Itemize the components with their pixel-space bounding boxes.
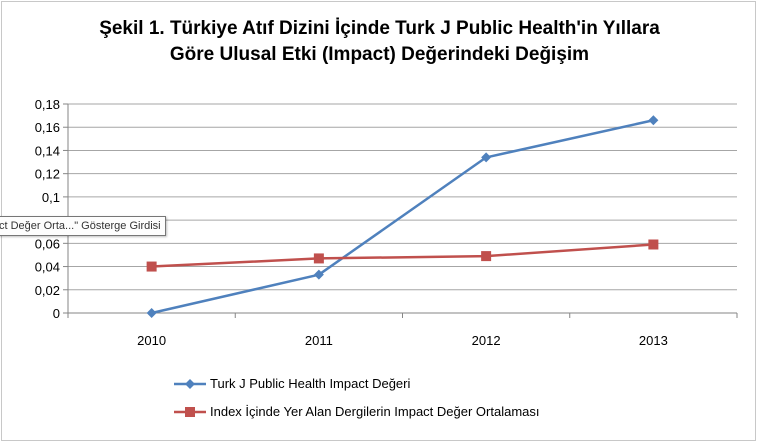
series-1-point-2011[interactable] xyxy=(313,269,324,280)
series-2-point-2011[interactable] xyxy=(313,253,324,264)
y-tick-label: 0,04 xyxy=(35,260,60,275)
x-tick-label: 2013 xyxy=(639,333,668,348)
series-1-line xyxy=(151,119,654,315)
series-1-point-2010[interactable] xyxy=(146,308,157,318)
y-tick-label: 0 xyxy=(53,306,60,321)
legend-swatch-series-2 xyxy=(174,407,206,417)
chart-title-line-1: Şekil 1. Türkiye Atıf Dizini İçinde Turk… xyxy=(99,18,660,39)
y-tick-label: 0,16 xyxy=(35,120,60,135)
series-2-point-2012[interactable] xyxy=(481,251,492,262)
series-1-point-2013[interactable] xyxy=(648,115,659,126)
y-tick-label: 0,1 xyxy=(42,190,60,205)
x-tick-label: 2011 xyxy=(305,333,333,348)
series-2-point-2013[interactable] xyxy=(648,239,659,250)
legend-swatch-series-1 xyxy=(174,379,206,389)
series-1-point-2012[interactable] xyxy=(481,152,492,163)
y-tick-label: 0,06 xyxy=(35,236,60,251)
legend-label-series-1: Turk J Public Health Impact Değeri xyxy=(210,376,411,391)
y-tick-label: 0,18 xyxy=(35,97,60,112)
y-tick-label: 0,12 xyxy=(35,167,60,182)
y-tick-label: 0,14 xyxy=(35,143,60,158)
y-tick-label: 0,02 xyxy=(35,283,60,298)
chart-title: Şekil 1. Türkiye Atıf Dizini İçinde Turk… xyxy=(0,16,759,68)
x-tick-label: 2010 xyxy=(137,333,166,348)
series-2-point-2010[interactable] xyxy=(146,261,157,272)
series-2-line xyxy=(151,243,654,268)
chart-title-line-2: Göre Ulusal Etki (Impact) Değerindeki De… xyxy=(169,44,590,65)
tooltip: ct Değer Orta..." Gösterge Girdisi xyxy=(0,216,166,236)
legend-label-series-2: Index İçinde Yer Alan Dergilerin Impact … xyxy=(210,404,540,419)
x-tick-label: 2012 xyxy=(472,333,501,348)
